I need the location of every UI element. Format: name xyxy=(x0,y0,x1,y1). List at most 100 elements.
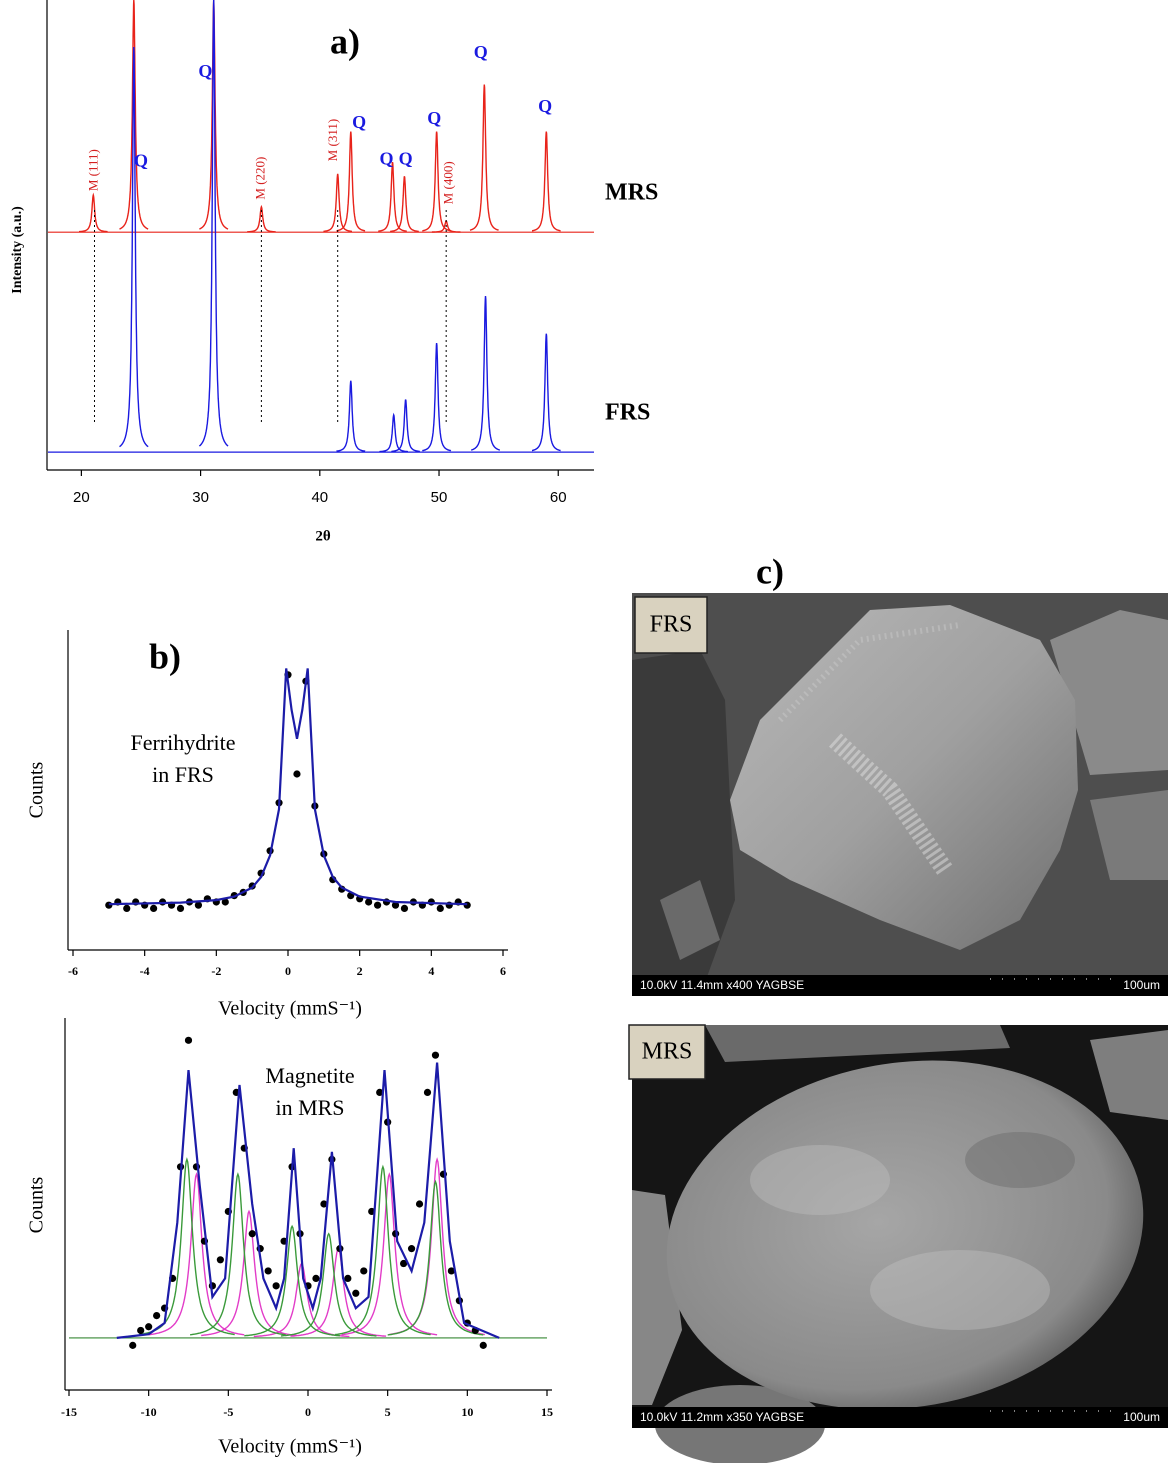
data-point xyxy=(423,1088,432,1096)
data-point xyxy=(150,904,158,913)
data-point xyxy=(391,901,400,909)
peak-annotation: Q xyxy=(474,42,488,62)
scale-label: 100um xyxy=(1123,978,1160,992)
data-point xyxy=(145,1323,153,1331)
data-point xyxy=(176,904,185,913)
data-point xyxy=(137,1326,145,1335)
peak-annotation: M (111) xyxy=(85,149,100,191)
peak xyxy=(198,0,229,447)
x-tick-label: 60 xyxy=(550,489,567,506)
x-axis-label: Velocity (mmS⁻¹) xyxy=(218,1436,362,1458)
peak xyxy=(119,46,149,448)
peak xyxy=(335,1164,431,1336)
surface-band xyxy=(828,733,953,876)
annotation: in FRS xyxy=(152,762,214,787)
peak xyxy=(244,1224,340,1337)
peak-annotation: M (400) xyxy=(441,161,456,204)
image-label: FRS xyxy=(650,612,693,638)
data-point xyxy=(447,1267,455,1275)
peak xyxy=(471,296,500,451)
x-tick-label: 50 xyxy=(431,489,448,506)
peak xyxy=(247,204,276,233)
data-point xyxy=(400,904,409,913)
peak xyxy=(336,380,366,452)
image-label: MRS xyxy=(642,1039,693,1065)
peak xyxy=(190,1172,286,1336)
data-point xyxy=(194,901,203,909)
peak xyxy=(119,0,149,230)
peak xyxy=(390,176,419,233)
x-tick-label: 6 xyxy=(500,964,506,978)
y-axis-label: Counts xyxy=(26,1176,48,1233)
panel-title: c) xyxy=(756,551,784,591)
plot-area xyxy=(105,668,471,913)
label-box xyxy=(634,596,708,654)
x-tick-label: 2 xyxy=(357,964,363,978)
annotation: Magnetite xyxy=(265,1063,354,1088)
annotation: Ferrihydrite xyxy=(130,730,235,755)
grain xyxy=(730,605,1078,950)
peak-annotation: Q xyxy=(380,148,394,168)
x-tick-label: -15 xyxy=(61,1405,77,1419)
scale-label: 100um xyxy=(1123,1410,1160,1424)
image-caption: 10.0kV 11.2mm x350 YAGBSE xyxy=(640,1410,804,1424)
caption-bar xyxy=(632,975,1168,996)
surface-edge xyxy=(777,622,961,723)
peak xyxy=(387,1179,484,1336)
chart-title: a) xyxy=(330,21,360,61)
peak xyxy=(280,1232,377,1337)
peak xyxy=(469,84,499,231)
data-point xyxy=(436,904,444,913)
peak-annotation: Q xyxy=(352,112,366,132)
peak xyxy=(422,343,452,452)
peak xyxy=(139,1157,235,1336)
peak-annotation: Q xyxy=(538,96,552,116)
data-point xyxy=(344,1274,352,1282)
x-tick-label: 15 xyxy=(541,1405,553,1419)
x-tick-label: 4 xyxy=(428,964,434,978)
data-point xyxy=(360,1267,368,1275)
peak xyxy=(323,173,353,233)
data-point xyxy=(129,1341,137,1349)
sem-image: 10.0kV 11.2mm x350 YAGBSE 100um MRS xyxy=(628,1024,1168,1463)
surface-patch xyxy=(750,1145,890,1215)
x-tick-label: 0 xyxy=(285,964,291,978)
peak xyxy=(391,399,420,453)
x-tick-label: -6 xyxy=(68,964,78,978)
surface-patch xyxy=(870,1250,1050,1330)
x-tick-label: 0 xyxy=(305,1405,311,1419)
peak xyxy=(422,131,452,232)
data-point xyxy=(407,1245,416,1253)
peak-annotation: Q xyxy=(427,108,441,128)
grain xyxy=(660,880,720,960)
series-label: MRS xyxy=(605,180,658,206)
data-point xyxy=(400,1259,408,1268)
peak xyxy=(531,333,561,452)
data-point xyxy=(264,1267,272,1275)
data-point xyxy=(216,1256,224,1264)
series-label: FRS xyxy=(605,400,650,426)
peak-annotation: Q xyxy=(198,61,212,81)
x-tick-label: 5 xyxy=(385,1405,391,1419)
data-point xyxy=(376,1088,384,1096)
fit-line xyxy=(108,668,468,906)
data-point xyxy=(431,1051,440,1059)
peak xyxy=(201,1209,297,1337)
data-point xyxy=(221,898,229,906)
annotation: in MRS xyxy=(275,1095,344,1120)
data-point xyxy=(352,1289,360,1297)
data-point xyxy=(415,1200,424,1208)
surface-patch xyxy=(965,1132,1075,1188)
grain xyxy=(705,1025,1010,1062)
x-tick-label: 20 xyxy=(73,489,90,506)
data-point xyxy=(123,904,131,913)
data-point xyxy=(365,898,373,906)
peak-annotation: Q xyxy=(134,150,148,170)
x-tick-label: 10 xyxy=(461,1405,473,1419)
peak xyxy=(199,0,229,230)
peak xyxy=(379,412,408,453)
data-point xyxy=(293,770,301,778)
data-point xyxy=(184,1036,193,1044)
